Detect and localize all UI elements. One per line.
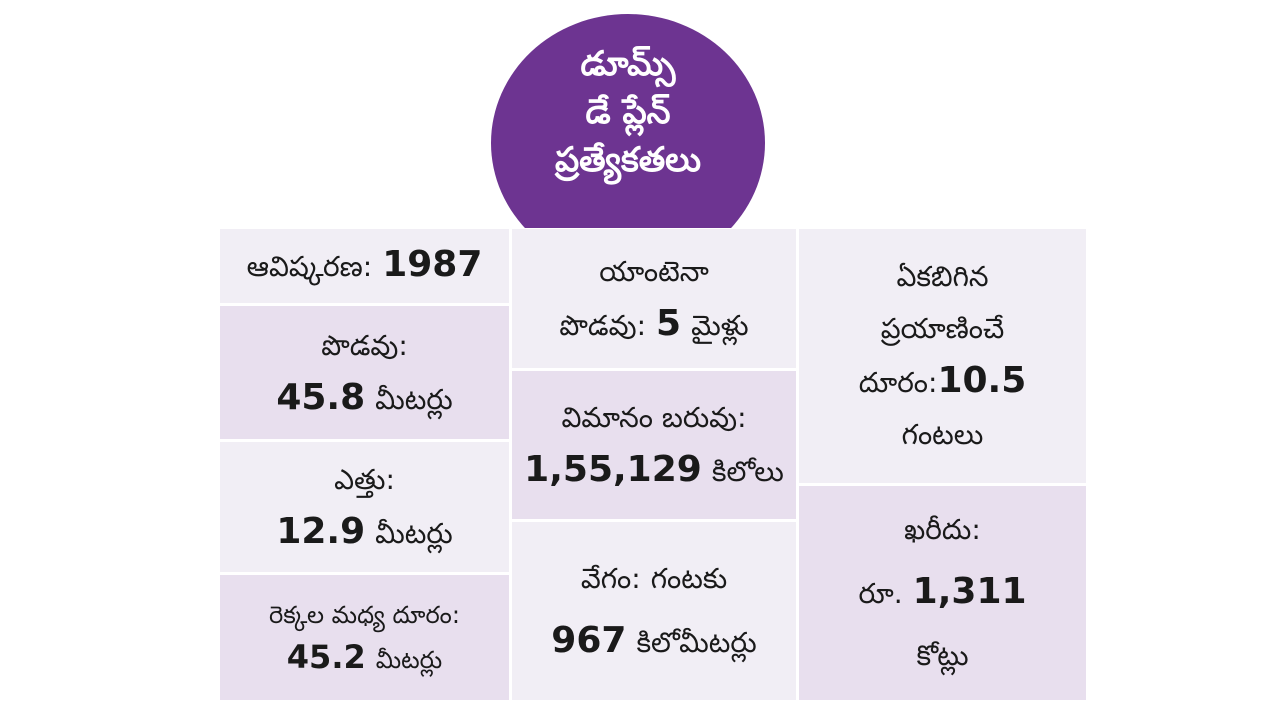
- invention-cell: ఆవిష్కరణ: 1987: [220, 229, 509, 303]
- cost-label: ఖరీదు:: [904, 513, 981, 546]
- header-circle: [491, 14, 765, 228]
- speed-unit: కిలోమీటర్లు: [636, 626, 757, 659]
- range-value: 10.5: [937, 360, 1027, 401]
- speed-label-tail: గంటకు: [650, 562, 728, 595]
- cost-value: 1,311: [912, 571, 1027, 612]
- speed-cell: వేగం: గంటకు 967 కిలోమీటర్లు: [512, 522, 796, 700]
- weight-value: 1,55,129: [524, 449, 702, 490]
- speed-label: వేగం:: [580, 562, 641, 595]
- length-label: పొడవు:: [321, 328, 408, 362]
- antenna-label-2: పొడవు:: [559, 308, 647, 342]
- wingspan-cell: రెక్కల మధ్య దూరం: 45.2 మీటర్లు: [220, 575, 509, 700]
- wingspan-label: రెక్కల మధ్య దూరం:: [269, 601, 460, 629]
- range-cell: ఏకబిగిన ప్రయాణించే దూరం:10.5 గంటలు: [799, 229, 1086, 483]
- length-value: 45.8: [276, 376, 366, 418]
- header-title: డూమ్స్ డే ప్లేన్ ప్రత్యేకతలు: [491, 40, 765, 184]
- weight-label: విమానం బరువు:: [561, 401, 747, 434]
- height-unit: మీటర్లు: [375, 517, 453, 550]
- header-title-line-2: డే ప్లేన్: [585, 92, 671, 132]
- antenna-cell: యాంటెనా పొడవు: 5 మైళ్లు: [512, 229, 796, 368]
- specs-column-3: ఏకబిగిన ప్రయాణించే దూరం:10.5 గంటలు ఖరీదు…: [799, 229, 1086, 700]
- header-title-line-1: డూమ్స్: [580, 44, 676, 84]
- invention-label: ఆవిష్కరణ:: [246, 250, 373, 283]
- range-line-2: ప్రయాణించే: [880, 312, 1005, 345]
- header-title-line-3: ప్రత్యేకతలు: [554, 140, 702, 180]
- antenna-value: 5: [656, 302, 682, 344]
- cost-unit: కోట్లు: [916, 639, 969, 672]
- invention-value: 1987: [382, 244, 483, 285]
- antenna-unit: మైళ్లు: [691, 308, 749, 342]
- range-line-1: ఏకబిగిన: [896, 260, 989, 293]
- range-unit: గంటలు: [901, 418, 984, 451]
- weight-unit: కిలోలు: [711, 455, 784, 488]
- cost-prefix: రూ.: [858, 577, 903, 610]
- height-cell: ఎత్తు: 12.9 మీటర్లు: [220, 442, 509, 572]
- range-label: దూరం:: [858, 366, 938, 399]
- speed-value: 967: [551, 620, 627, 661]
- height-value: 12.9: [276, 511, 366, 552]
- height-label: ఎత్తు:: [334, 463, 395, 496]
- length-cell: పొడవు: 45.8 మీటర్లు: [220, 306, 509, 439]
- antenna-label: యాంటెనా: [599, 254, 709, 288]
- cost-cell: ఖరీదు: రూ. 1,311 కోట్లు: [799, 486, 1086, 700]
- wingspan-unit: మీటర్లు: [375, 646, 443, 674]
- length-unit: మీటర్లు: [375, 382, 453, 416]
- specs-column-1: ఆవిష్కరణ: 1987 పొడవు: 45.8 మీటర్లు ఎత్తు: …: [220, 229, 509, 700]
- specs-column-2: యాంటెనా పొడవు: 5 మైళ్లు విమానం బరువు: 1,55…: [512, 229, 796, 700]
- wingspan-value: 45.2: [286, 638, 366, 676]
- specs-grid: ఆవిష్కరణ: 1987 పొడవు: 45.8 మీటర్లు ఎత్తు: …: [220, 229, 1086, 700]
- weight-cell: విమానం బరువు: 1,55,129 కిలోలు: [512, 371, 796, 519]
